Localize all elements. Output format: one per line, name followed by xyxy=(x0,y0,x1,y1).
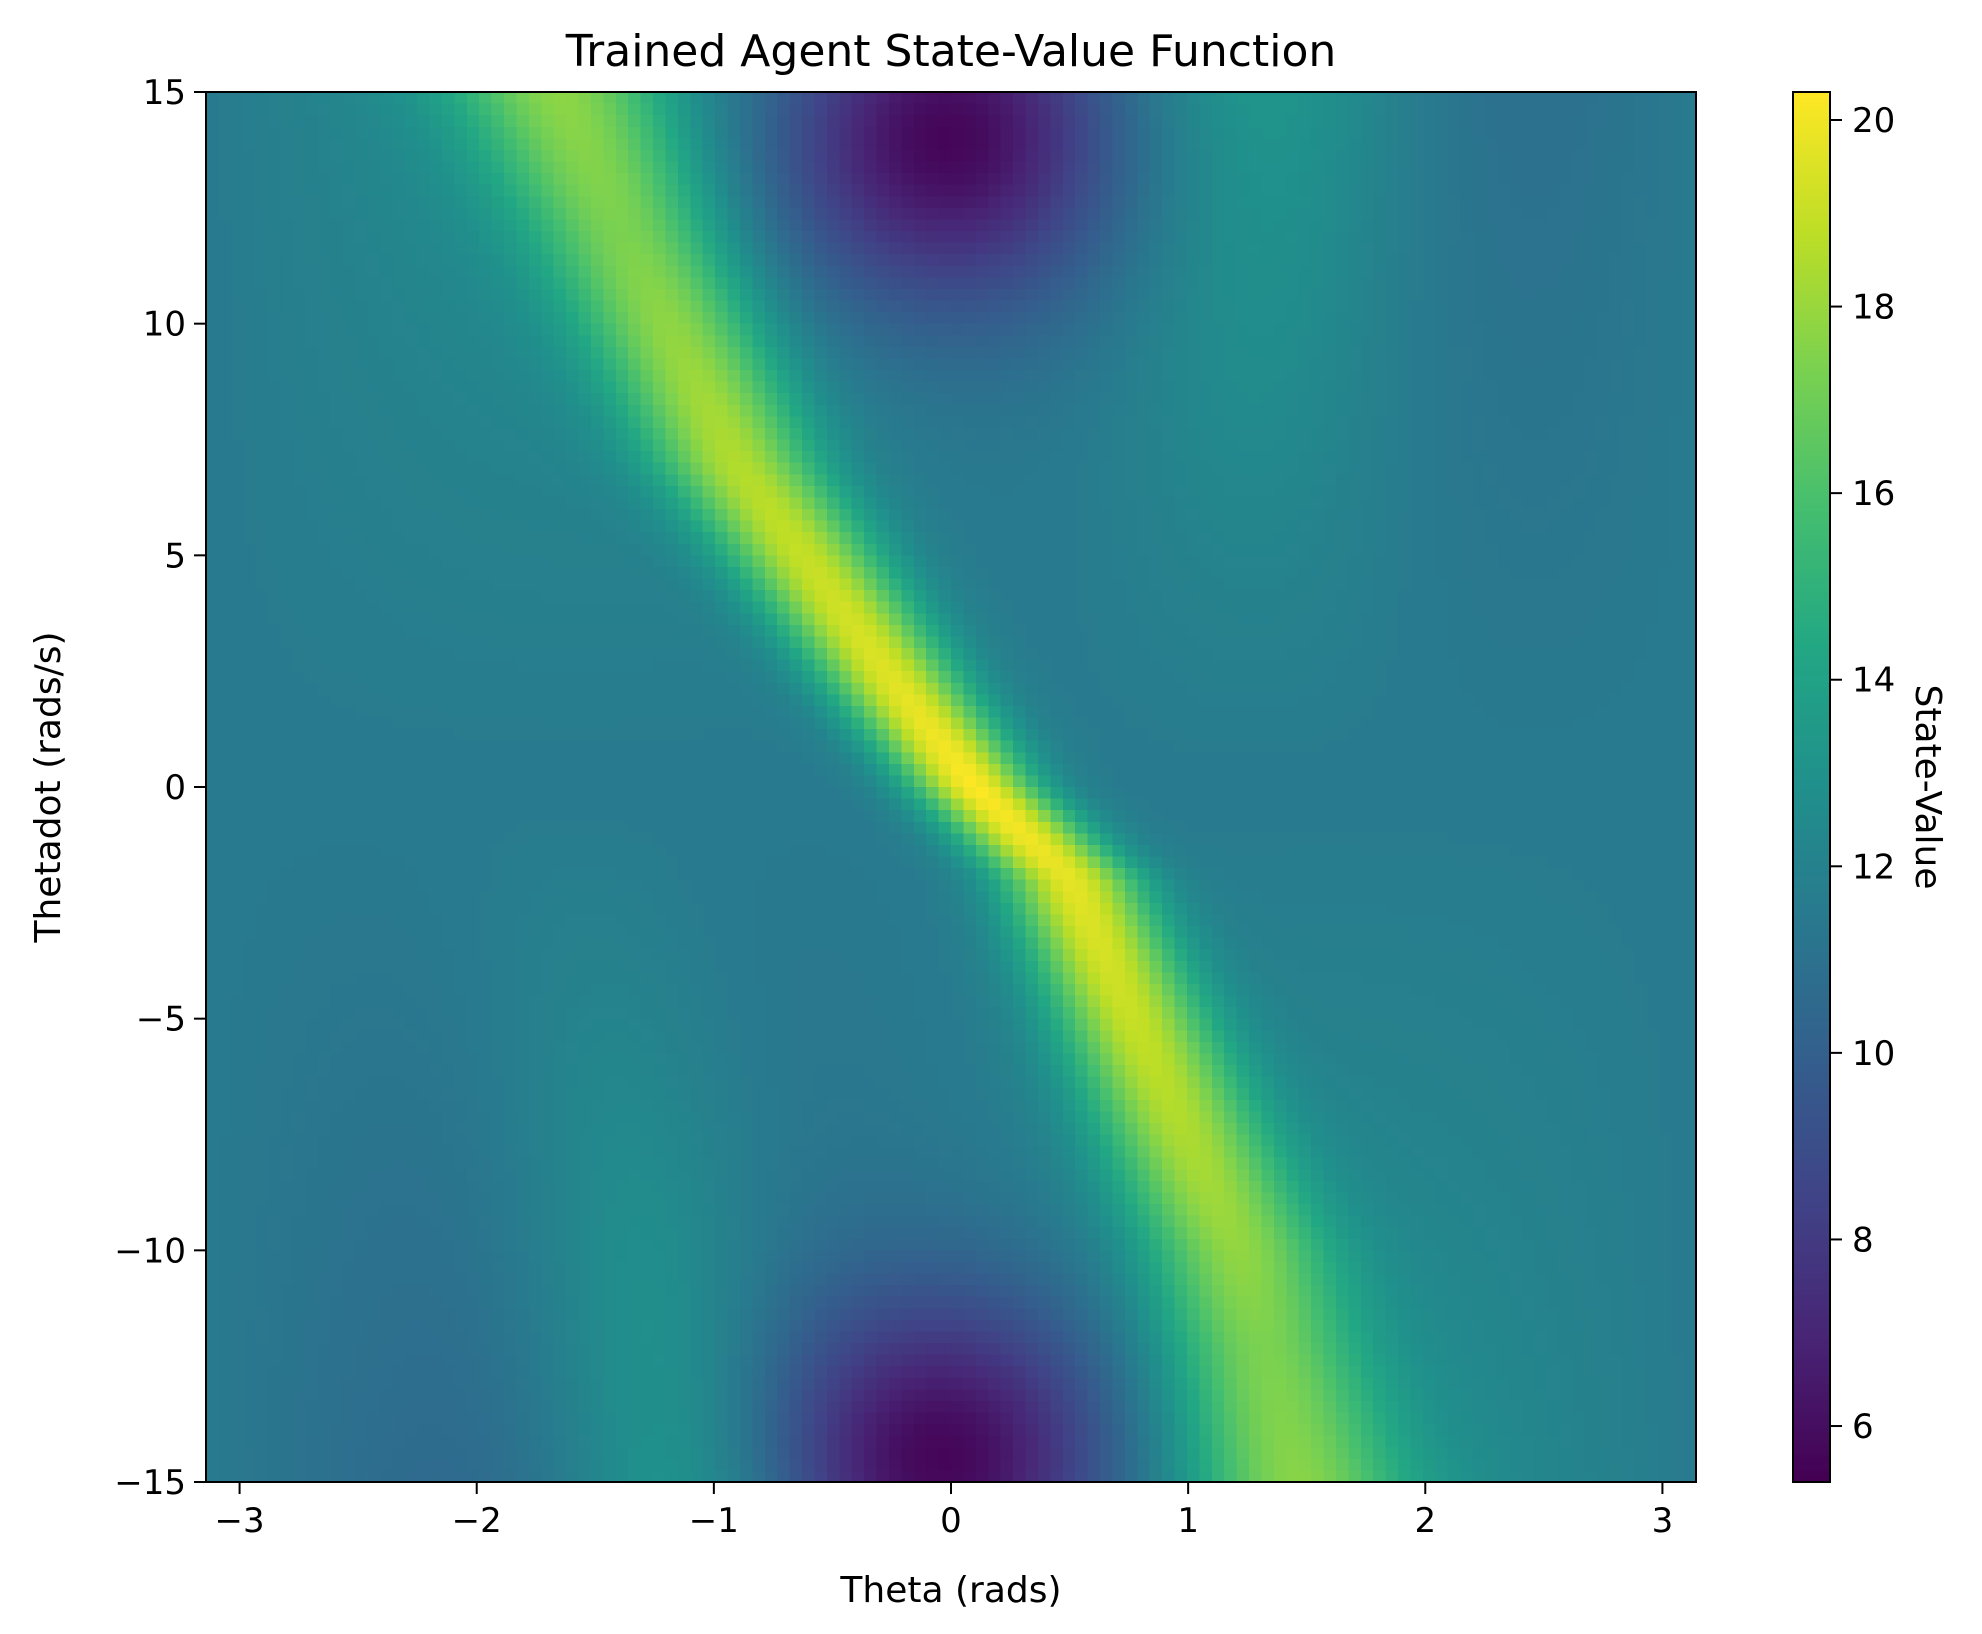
x-tick-label: 3 xyxy=(1652,1501,1674,1541)
y-tick-label: 5 xyxy=(164,536,186,576)
colorbar-tick-label: 16 xyxy=(1852,474,1895,514)
y-tick-label: 0 xyxy=(164,768,186,808)
y-axis-label: Thetadot (rads/s) xyxy=(28,631,69,943)
x-tick-label: 2 xyxy=(1414,1501,1436,1541)
colorbar-tick-label: 12 xyxy=(1852,847,1895,887)
y-tick-label: 15 xyxy=(143,73,186,113)
x-tick-label: −1 xyxy=(689,1501,739,1541)
y-tick-label: 10 xyxy=(143,305,186,345)
y-axis-ticks: −15 −10 −5 0 5 10 15 xyxy=(114,73,206,1503)
colorbar-tick-label: 8 xyxy=(1852,1220,1874,1260)
y-tick-label: −5 xyxy=(136,1000,186,1040)
heatmap-image xyxy=(206,92,1696,1482)
y-tick-label: −10 xyxy=(114,1231,186,1271)
x-tick-label: 0 xyxy=(940,1501,962,1541)
colorbar-tick-label: 14 xyxy=(1852,661,1895,701)
x-tick-label: 1 xyxy=(1177,1501,1199,1541)
colorbar-tick-label: 20 xyxy=(1852,101,1895,141)
x-axis-ticks: −3 −2 −1 0 1 2 3 xyxy=(215,1482,1674,1541)
chart-title: Trained Agent State-Value Function xyxy=(565,26,1337,77)
colorbar-tick-label: 18 xyxy=(1852,288,1895,328)
colorbar-frame xyxy=(1792,91,1831,1483)
x-tick-label: −3 xyxy=(215,1501,265,1541)
x-tick-label: −2 xyxy=(452,1501,502,1541)
colorbar-ticks: 6 8 10 12 14 16 18 20 xyxy=(1830,101,1895,1447)
x-axis-label: Theta (rads) xyxy=(839,1570,1061,1611)
colorbar-tick-label: 6 xyxy=(1852,1407,1874,1447)
colorbar-tick-label: 10 xyxy=(1852,1034,1895,1074)
y-tick-label: −15 xyxy=(114,1463,186,1503)
colorbar-gradient xyxy=(1793,92,1830,1482)
plot-frame xyxy=(205,91,1697,1483)
colorbar-label: State-Value xyxy=(1907,684,1948,889)
